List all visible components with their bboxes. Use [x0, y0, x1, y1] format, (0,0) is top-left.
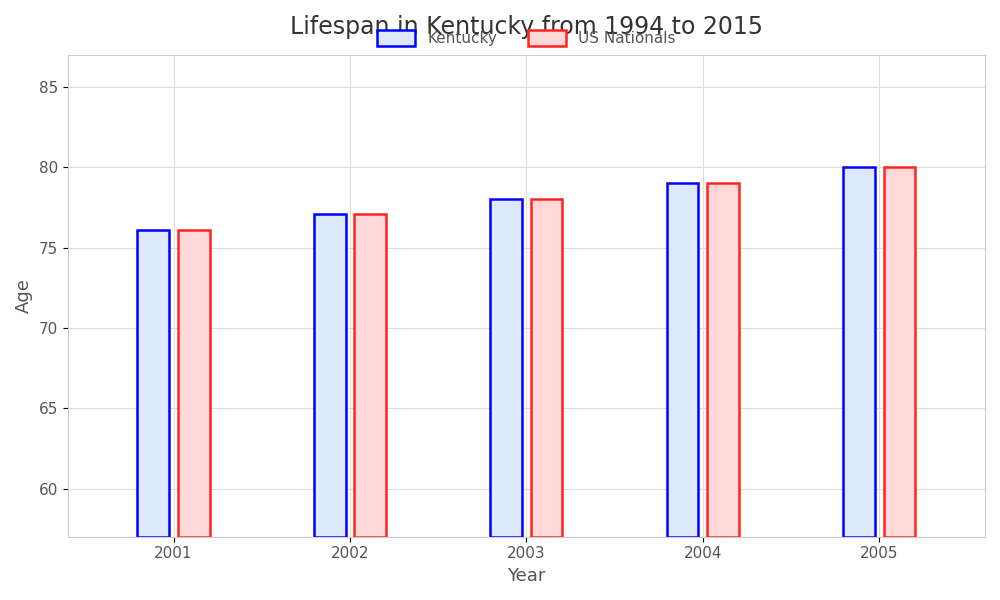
Bar	[137, 230, 169, 537]
Bar	[531, 199, 562, 537]
Bar	[178, 230, 210, 537]
Bar	[490, 199, 522, 537]
Bar	[707, 184, 739, 537]
Y-axis label: Age: Age	[15, 278, 33, 313]
Bar	[843, 167, 875, 537]
Bar	[354, 214, 386, 537]
Legend: Kentucky, US Nationals: Kentucky, US Nationals	[371, 24, 682, 52]
Bar	[884, 167, 915, 537]
Title: Lifespan in Kentucky from 1994 to 2015: Lifespan in Kentucky from 1994 to 2015	[290, 15, 763, 39]
X-axis label: Year: Year	[507, 567, 546, 585]
Bar	[314, 214, 346, 537]
Bar	[667, 184, 698, 537]
